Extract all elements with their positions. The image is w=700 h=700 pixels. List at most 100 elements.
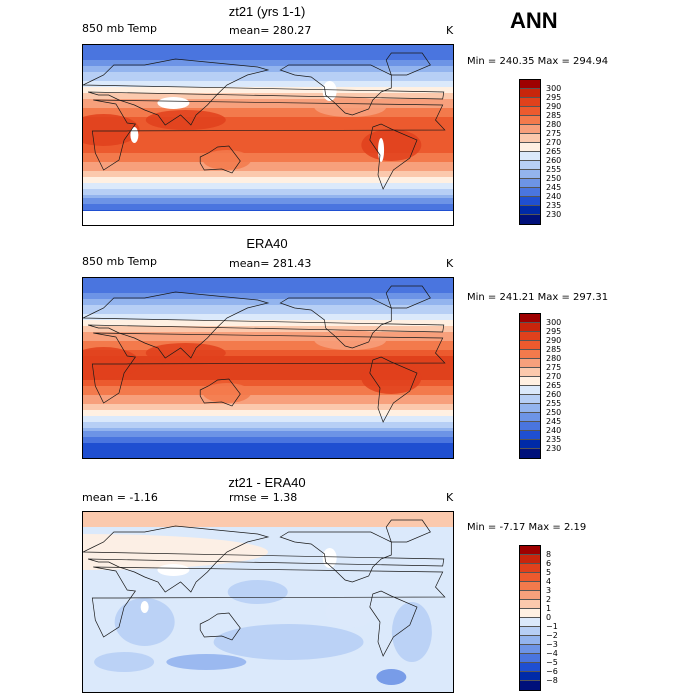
panel-1-colorbar (519, 79, 541, 225)
field-band (83, 69, 453, 73)
field-blob (83, 534, 268, 570)
field-band (83, 302, 453, 306)
colorbar-tick-label: 250 (546, 408, 562, 417)
field-band (83, 404, 453, 408)
field-band (83, 102, 453, 106)
field-band (83, 120, 453, 124)
field-band (83, 165, 453, 169)
field-band (83, 159, 453, 163)
missing-data-patch (378, 138, 385, 162)
colorbar-tick-label: 230 (546, 444, 562, 453)
colorbar-tick-label: 270 (546, 372, 562, 381)
colorbar-swatch (520, 386, 540, 395)
field-band (83, 305, 453, 309)
panel-2-title: ERA40 (246, 236, 288, 251)
colorbar-swatch (520, 134, 540, 143)
colorbar-swatch (520, 636, 540, 645)
coastline (83, 525, 445, 593)
coastline (199, 612, 241, 641)
colorbar-swatch (520, 215, 540, 224)
coastline (199, 378, 241, 407)
colorbar-swatch (520, 672, 540, 681)
field-band (83, 374, 453, 378)
field-band (83, 413, 453, 417)
field-band (83, 48, 453, 52)
colorbar-swatch (520, 681, 540, 690)
field-band (83, 383, 453, 387)
panel-1-mean: mean= 280.27 (229, 24, 312, 37)
colorbar-tick-label: 290 (546, 102, 562, 111)
colorbar-tick-label: −8 (546, 676, 558, 685)
coastline (385, 519, 431, 543)
colorbar-swatch (520, 564, 540, 573)
colorbar-swatch (520, 573, 540, 582)
field-band (83, 81, 453, 85)
field-band (83, 344, 453, 348)
field-band (83, 132, 453, 136)
colorbar-swatch (520, 188, 540, 197)
colorbar-tick-label: 260 (546, 390, 562, 399)
field-band (83, 353, 453, 357)
field-band (83, 446, 453, 450)
field-band (83, 93, 453, 97)
field-band (83, 377, 453, 381)
coastline (91, 99, 446, 171)
coastline (369, 590, 418, 657)
colorbar-tick-label: −5 (546, 658, 558, 667)
colorbar-swatch (520, 618, 540, 627)
field-band (83, 105, 453, 109)
field-band (83, 84, 453, 88)
field-band (83, 449, 453, 453)
field-blob (227, 580, 288, 604)
season-label: ANN (510, 8, 558, 33)
panel-1-units: K (446, 24, 454, 37)
colorbar-tick-label: 265 (546, 381, 562, 390)
coastline (91, 566, 446, 638)
field-band (83, 455, 453, 458)
field-band (83, 329, 453, 333)
coastline (279, 64, 392, 116)
coastline (369, 356, 418, 423)
panel-3-colorbar (519, 545, 541, 691)
colorbar-swatch (520, 368, 540, 377)
colorbar-swatch (520, 591, 540, 600)
colorbar-tick-label: −3 (546, 640, 558, 649)
field-band (83, 108, 453, 112)
colorbar-tick-label: 255 (546, 165, 562, 174)
colorbar-swatch (520, 143, 540, 152)
field-band (83, 440, 453, 444)
field-band (83, 57, 453, 61)
colorbar-tick-label: 245 (546, 417, 562, 426)
colorbar-tick-label: 275 (546, 363, 562, 372)
field-band (83, 407, 453, 411)
field-band (83, 138, 453, 142)
field-band (83, 174, 453, 178)
field-blob (166, 654, 247, 670)
field-band (83, 201, 453, 205)
colorbar-swatch (520, 404, 540, 413)
colorbar-tick-label: 295 (546, 327, 562, 336)
panel-2-map (82, 277, 454, 459)
field-band (83, 141, 453, 145)
field-band (83, 416, 453, 420)
panel-3-mean: mean = -1.16 (82, 491, 158, 504)
field-band (83, 90, 453, 94)
colorbar-tick-label: 285 (546, 111, 562, 120)
colorbar-swatch (520, 627, 540, 636)
colorbar-swatch (520, 125, 540, 134)
field-blob (361, 129, 422, 161)
field-band (83, 171, 453, 175)
colorbar-tick-label: 0 (546, 613, 552, 622)
field-band (83, 389, 453, 393)
coastline (385, 52, 431, 76)
colorbar-swatch (520, 449, 540, 458)
field-band (83, 308, 453, 312)
field-band (83, 314, 453, 318)
field-band (83, 386, 453, 390)
colorbar-swatch (520, 206, 540, 215)
colorbar-tick-label: 235 (546, 201, 562, 210)
field-band (83, 177, 453, 181)
field-band (83, 317, 453, 321)
field-band (83, 296, 453, 300)
colorbar-swatch (520, 609, 540, 618)
